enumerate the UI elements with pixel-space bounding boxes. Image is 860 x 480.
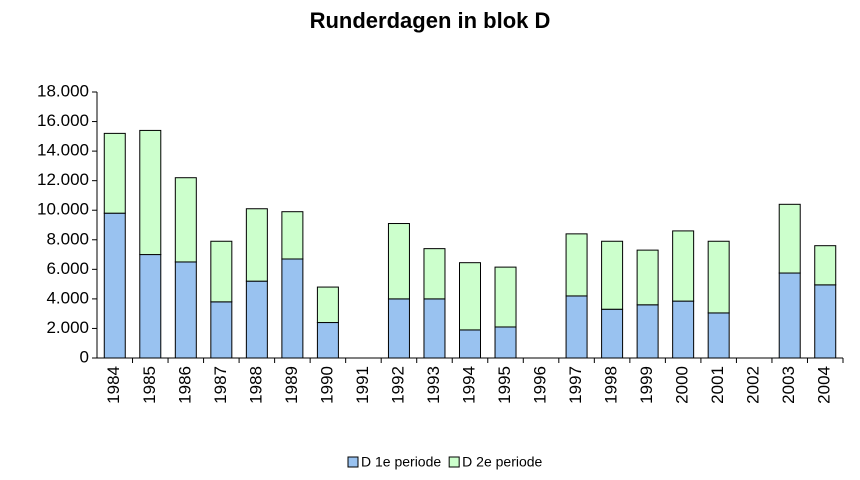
bar-segment — [387, 298, 410, 359]
y-tick-label: 10.000 — [37, 200, 89, 219]
y-tick-label: 4.000 — [46, 288, 89, 307]
bar-segment — [707, 312, 730, 359]
legend-swatch — [448, 456, 460, 468]
bar-segment — [103, 132, 126, 214]
x-tick-label: 1988 — [246, 366, 265, 404]
y-tick-label: 12.000 — [37, 170, 89, 189]
bar-segment — [210, 301, 233, 359]
x-tick-label: 1999 — [637, 366, 656, 404]
x-tick-label: 1986 — [175, 366, 194, 404]
bar-segment — [459, 329, 481, 359]
legend-label: D 1e periode — [361, 454, 441, 470]
bar-segment — [707, 240, 730, 314]
x-tick-label: 2000 — [673, 366, 692, 404]
bar-segment — [814, 284, 837, 359]
bar-segment — [636, 249, 659, 306]
bar-segment — [139, 254, 162, 359]
x-tick-label: 2003 — [779, 366, 798, 404]
bar-segment — [316, 322, 339, 359]
bar-segment — [139, 129, 162, 256]
x-tick-label: 1989 — [282, 366, 301, 404]
y-tick-label: 18.000 — [37, 81, 89, 100]
x-tick-label: 1984 — [104, 366, 123, 404]
bar-segment — [494, 266, 517, 328]
y-tick-label: 6.000 — [46, 259, 89, 278]
bar-segment — [601, 308, 624, 359]
chart-title: Runderdagen in blok D — [310, 8, 551, 33]
bar-segment — [245, 208, 268, 282]
bar-segment — [778, 272, 801, 359]
y-tick-label: 0 — [80, 347, 89, 366]
bar-segment — [245, 280, 268, 359]
legend-swatch — [347, 456, 359, 468]
x-tick-label: 1992 — [388, 366, 407, 404]
x-tick-label: 2002 — [744, 366, 763, 404]
x-tick-label: 2001 — [708, 366, 727, 404]
x-tick-label: 1987 — [211, 366, 230, 404]
x-tick-label: 1990 — [317, 366, 336, 404]
x-tick-label: 1998 — [602, 366, 621, 404]
bar-segment — [423, 248, 446, 300]
bar-segment — [387, 223, 410, 300]
y-tick-label: 16.000 — [37, 111, 89, 130]
x-tick-label: 1985 — [140, 366, 159, 404]
bar-segment — [672, 300, 695, 359]
bar-segment — [778, 203, 801, 274]
x-tick-label: 1991 — [353, 366, 372, 404]
legend-label: D 2e periode — [462, 454, 542, 470]
bar-segment — [814, 245, 837, 286]
x-tick-label: 1994 — [459, 366, 478, 404]
bar-segment — [565, 295, 588, 359]
bar-segment — [103, 212, 126, 359]
x-tick-label: 1993 — [424, 366, 443, 404]
y-tick-label: 2.000 — [46, 318, 89, 337]
x-tick-label: 1997 — [566, 366, 585, 404]
y-tick-label: 8.000 — [46, 229, 89, 248]
bar-segment — [494, 326, 517, 359]
x-tick-label: 1996 — [531, 366, 550, 404]
bar-segment — [316, 286, 339, 324]
bar-segment — [281, 258, 304, 359]
bar-segment — [636, 304, 659, 359]
x-tick-label: 2004 — [815, 366, 834, 404]
bar-segment — [672, 230, 695, 302]
bar-segment — [281, 211, 304, 260]
bar-segment — [210, 240, 233, 303]
bar-segment — [459, 262, 481, 331]
bar-segment — [423, 298, 446, 359]
bar-segment — [174, 261, 197, 359]
bar-segment — [601, 240, 624, 310]
x-tick-label: 1995 — [495, 366, 514, 404]
bar-segment — [174, 177, 197, 263]
y-tick-label: 14.000 — [37, 141, 89, 160]
bar-segment — [565, 233, 588, 297]
